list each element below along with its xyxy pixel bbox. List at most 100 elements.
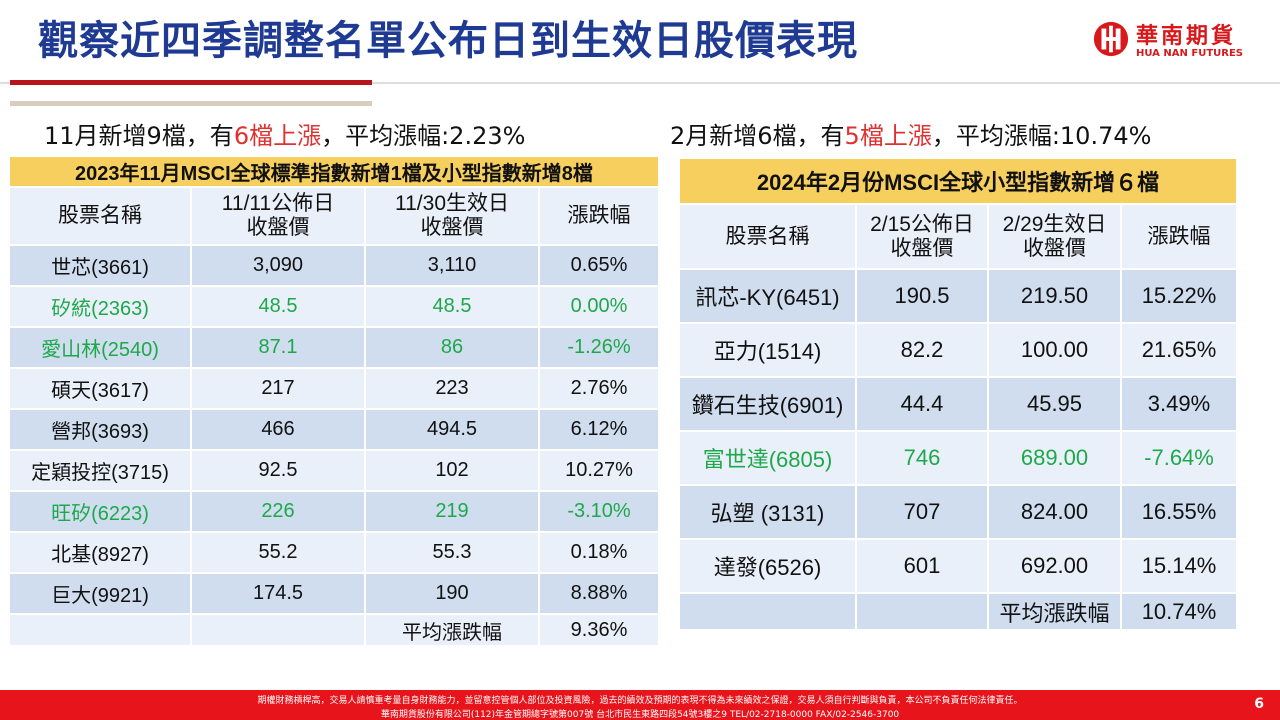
column-header: 漲跌幅 (539, 187, 658, 246)
stock-name-cell: 矽統(2363) (10, 286, 192, 328)
column-header: 2/29生效日 收盤價 (988, 204, 1122, 270)
header-divider (0, 82, 1280, 84)
change-pct-cell: -3.10% (539, 491, 658, 533)
change-pct-cell: 0.65% (539, 245, 658, 287)
nov-2023-msci-table: 2023年11月MSCI全球標準指數新增1檔及小型指數新增8檔 股票名稱 11/11… (10, 157, 658, 647)
table-caption: 2023年11月MSCI全球標準指數新增1檔及小型指數新增8檔 (10, 157, 658, 188)
logo-english-name: HUA NAN FUTURES (1136, 48, 1243, 59)
table-caption-row: 2024年2月份MSCI全球小型指數新增６檔 (680, 159, 1236, 205)
announce-close-cell: 746 (856, 431, 989, 486)
effective-close-cell: 102 (365, 450, 540, 492)
stock-name-cell: 達發(6526) (680, 539, 857, 594)
left-summary-highlight: 6檔上漲 (233, 122, 322, 150)
table-caption-row: 2023年11月MSCI全球標準指數新增1檔及小型指數新增8檔 (10, 157, 658, 188)
announce-close-cell: 190.5 (856, 269, 989, 324)
table-row: 富世達(6805) 746 689.00 -7.64% (680, 431, 1236, 486)
change-pct-cell: 21.65% (1121, 323, 1236, 378)
change-pct-cell: -1.26% (539, 327, 658, 369)
table-row: 愛山林(2540) 87.1 86 -1.26% (10, 327, 658, 369)
table-row: 鑽石生技(6901) 44.4 45.95 3.49% (680, 377, 1236, 432)
effective-close-cell: 494.5 (365, 409, 540, 451)
disclaimer-footer: 期權財務槓桿高，交易人請慎重考量自身財務能力，並留意控管個人部位及投資風險，過去… (0, 690, 1280, 720)
table-header-row: 股票名稱 11/11公佈日 收盤價 11/30生效日 收盤價 漲跌幅 (10, 187, 658, 246)
empty-cell (680, 593, 857, 631)
left-summary-prefix: 11月新增9檔，有 (44, 122, 234, 150)
change-pct-cell: 15.14% (1121, 539, 1236, 594)
change-pct-cell: 15.22% (1121, 269, 1236, 324)
page-title: 觀察近四季調整名單公布日到生效日股價表現 (38, 18, 858, 64)
announce-close-cell: 55.2 (191, 532, 366, 574)
effective-close-cell: 3,110 (365, 245, 540, 287)
stock-name-cell: 富世達(6805) (680, 431, 857, 486)
effective-close-cell: 824.00 (988, 485, 1122, 540)
left-summary: 11月新增9檔，有6檔上漲，平均漲幅:2.23% (44, 116, 525, 151)
announce-close-cell: 174.5 (191, 573, 366, 615)
company-info-text: 華南期貨股份有限公司(112)年金管期總字號第007號 台北市民生東路四段54號… (380, 710, 900, 720)
table-row: 弘塑 (3131) 707 824.00 16.55% (680, 485, 1236, 540)
table-row: 世芯(3661) 3,090 3,110 0.65% (10, 245, 658, 287)
table-row: 營邦(3693) 466 494.5 6.12% (10, 409, 658, 451)
announce-close-cell: 48.5 (191, 286, 366, 328)
right-summary: 2月新增6檔，有5檔上漲，平均漲幅:10.74% (670, 116, 1151, 151)
stock-name-cell: 弘塑 (3131) (680, 485, 857, 540)
table-header-row: 股票名稱 2/15公佈日 收盤價 2/29生效日 收盤價 漲跌幅 (680, 204, 1236, 270)
announce-close-cell: 3,090 (191, 245, 366, 287)
column-header: 2/15公佈日 收盤價 (856, 204, 989, 270)
logo-name: 華南期貨 (1136, 24, 1237, 49)
announce-close-cell: 466 (191, 409, 366, 451)
effective-close-cell: 190 (365, 573, 540, 615)
change-pct-cell: 8.88% (539, 573, 658, 615)
change-pct-cell: 16.55% (1121, 485, 1236, 540)
stock-name-cell: 巨大(9921) (10, 573, 192, 615)
stock-name-cell: 碩天(3617) (10, 368, 192, 410)
stock-name-cell: 定穎投控(3715) (10, 450, 192, 492)
change-pct-cell: 0.18% (539, 532, 658, 574)
effective-close-cell: 219.50 (988, 269, 1122, 324)
empty-cell (856, 593, 989, 631)
table-row: 北基(8927) 55.2 55.3 0.18% (10, 532, 658, 574)
hua-nan-logo-icon (1093, 21, 1129, 57)
effective-close-cell: 55.3 (365, 532, 540, 574)
stock-name-cell: 鑽石生技(6901) (680, 377, 857, 432)
table-caption: 2024年2月份MSCI全球小型指數新增６檔 (680, 159, 1236, 205)
stock-name-cell: 世芯(3661) (10, 245, 192, 287)
announce-close-cell: 82.2 (856, 323, 989, 378)
table-row: 定穎投控(3715) 92.5 102 10.27% (10, 450, 658, 492)
company-logo: 華南期貨 HUA NAN FUTURES (1092, 18, 1262, 68)
announce-close-cell: 87.1 (191, 327, 366, 369)
stock-name-cell: 亞力(1514) (680, 323, 857, 378)
feb-2024-msci-table: 2024年2月份MSCI全球小型指數新增６檔 股票名稱 2/15公佈日 收盤價 2/2… (680, 159, 1236, 631)
right-summary-prefix: 2月新增6檔，有 (670, 122, 845, 150)
column-header: 漲跌幅 (1121, 204, 1236, 270)
change-pct-cell: 3.49% (1121, 377, 1236, 432)
effective-close-cell: 219 (365, 491, 540, 533)
change-pct-cell: 2.76% (539, 368, 658, 410)
right-summary-suffix: ，平均漲幅:10.74% (931, 122, 1152, 150)
table-row: 亞力(1514) 82.2 100.00 21.65% (680, 323, 1236, 378)
average-label: 平均漲跌幅 (988, 593, 1122, 631)
change-pct-cell: 6.12% (539, 409, 658, 451)
column-header: 股票名稱 (10, 187, 192, 246)
announce-close-cell: 601 (856, 539, 989, 594)
accent-bar-grey (10, 101, 372, 106)
average-row: 平均漲跌幅 10.74% (680, 593, 1236, 631)
stock-name-cell: 訊芯-KY(6451) (680, 269, 857, 324)
stock-name-cell: 北基(8927) (10, 532, 192, 574)
column-header: 股票名稱 (680, 204, 857, 270)
average-value: 9.36% (539, 614, 658, 647)
change-pct-cell: 0.00% (539, 286, 658, 328)
table-row: 碩天(3617) 217 223 2.76% (10, 368, 658, 410)
accent-bar-red (10, 80, 372, 85)
effective-close-cell: 86 (365, 327, 540, 369)
table-row: 達發(6526) 601 692.00 15.14% (680, 539, 1236, 594)
average-row: 平均漲跌幅 9.36% (10, 614, 658, 647)
stock-name-cell: 愛山林(2540) (10, 327, 192, 369)
right-summary-highlight: 5檔上漲 (844, 122, 932, 150)
announce-close-cell: 44.4 (856, 377, 989, 432)
stock-name-cell: 營邦(3693) (10, 409, 192, 451)
change-pct-cell: -7.64% (1121, 431, 1236, 486)
average-value: 10.74% (1121, 593, 1236, 631)
disclaimer-text: 期權財務槓桿高，交易人請慎重考量自身財務能力，並留意控管個人部位及投資風險，過去… (257, 696, 1023, 706)
stock-name-cell: 旺矽(6223) (10, 491, 192, 533)
change-pct-cell: 10.27% (539, 450, 658, 492)
